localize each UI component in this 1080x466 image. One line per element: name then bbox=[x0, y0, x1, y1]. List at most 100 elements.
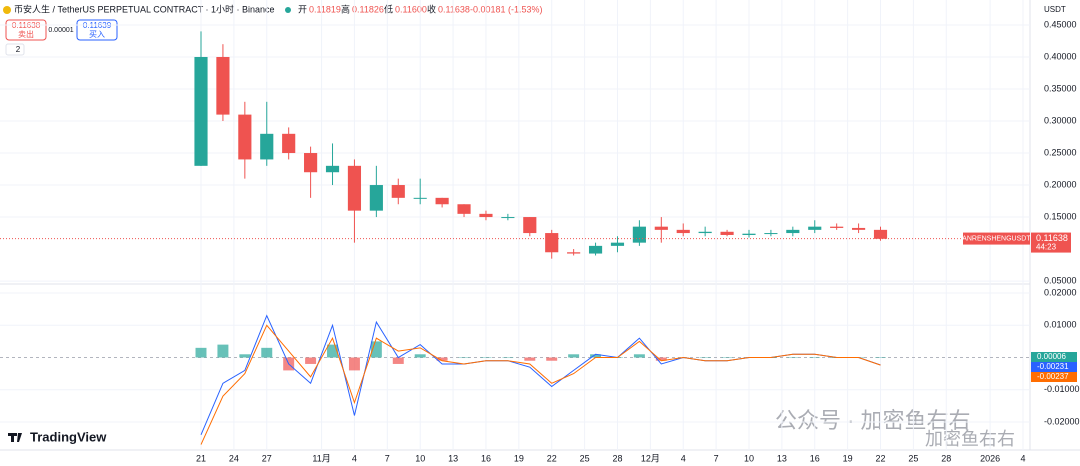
histogram-bar bbox=[524, 357, 536, 361]
ohlc-label: 低 bbox=[384, 3, 393, 14]
last-price-box bbox=[1031, 232, 1071, 253]
candle-body bbox=[764, 233, 778, 235]
histogram-bar bbox=[392, 357, 404, 364]
x-tick-label: 27 bbox=[262, 453, 272, 463]
histogram-bar bbox=[458, 357, 470, 359]
x-tick-label: 10 bbox=[415, 453, 425, 463]
histogram-bar bbox=[414, 354, 426, 358]
candle-body bbox=[479, 213, 493, 218]
y-tick-label: 0.35000 bbox=[1044, 83, 1077, 93]
candle-body bbox=[194, 56, 208, 166]
x-tick-label: 25 bbox=[580, 453, 590, 463]
currency[interactable]: USDT bbox=[1044, 5, 1066, 14]
symbol-tag-box bbox=[963, 232, 1030, 245]
y-tick-label: 0.25000 bbox=[1044, 147, 1077, 157]
candle-body bbox=[567, 252, 581, 254]
watermark: 加密鱼右右 bbox=[925, 429, 1015, 449]
y-tick-label: -0.02000 bbox=[1044, 416, 1080, 426]
macd-line bbox=[200, 324, 881, 445]
histogram-bar bbox=[655, 357, 667, 361]
x-tick-label: 12月 bbox=[641, 453, 660, 463]
candle-body bbox=[742, 233, 756, 235]
candle-body bbox=[698, 231, 712, 234]
histogram-bar bbox=[305, 357, 317, 364]
brand: TradingView bbox=[30, 429, 107, 444]
ohlc-label: 开 bbox=[298, 4, 307, 14]
x-tick-label: 28 bbox=[941, 453, 951, 463]
last-price-label: 0.11638 bbox=[1036, 233, 1068, 243]
change: -0.00181 (-1.53%) bbox=[470, 4, 543, 14]
histogram-bar bbox=[348, 357, 360, 371]
candle-body bbox=[325, 165, 340, 173]
value-box bbox=[1031, 372, 1077, 382]
y-tick-label: 0.40000 bbox=[1044, 51, 1077, 61]
series-last-label: -0.00231 bbox=[1037, 362, 1069, 371]
indicator-count[interactable]: 2 bbox=[16, 45, 21, 54]
y-tick-label: 0.30000 bbox=[1044, 115, 1077, 125]
sell-label[interactable]: 卖出 bbox=[18, 29, 34, 39]
x-tick-label: 28 bbox=[612, 453, 622, 463]
candle-body bbox=[304, 153, 318, 173]
histogram-bar bbox=[633, 354, 645, 358]
histogram-bar bbox=[195, 347, 207, 358]
x-tick-label: 13 bbox=[777, 453, 787, 463]
y-tick-label: 0.45000 bbox=[1044, 19, 1077, 29]
histogram-bar bbox=[436, 357, 448, 361]
x-tick-label: 4 bbox=[352, 453, 357, 463]
x-tick-label: 16 bbox=[481, 453, 491, 463]
symbol-icon bbox=[3, 6, 11, 14]
status-dot bbox=[285, 7, 291, 13]
buy-price[interactable]: 0.11639 bbox=[83, 21, 112, 30]
histogram-bar bbox=[875, 357, 886, 358]
ohlc-label: 高 bbox=[341, 3, 350, 14]
candle-body bbox=[588, 245, 603, 254]
candle-body bbox=[654, 226, 668, 230]
ohlc-value: 0.11826 bbox=[352, 4, 384, 14]
histogram-bar bbox=[721, 357, 733, 359]
candle-body bbox=[830, 226, 844, 228]
x-tick-label: 16 bbox=[810, 453, 820, 463]
sell-price[interactable]: 0.11638 bbox=[12, 21, 41, 30]
countdown: 44:23 bbox=[1036, 243, 1057, 252]
x-tick-label: 25 bbox=[908, 453, 918, 463]
candle-body bbox=[216, 56, 230, 115]
histogram-bar bbox=[327, 344, 338, 358]
x-tick-label: 7 bbox=[714, 453, 719, 463]
y-tick-label: 0.02000 bbox=[1044, 287, 1077, 297]
candle-body bbox=[369, 185, 383, 211]
symbol-tag: BIANRENSHENGUSDT.P bbox=[956, 235, 1037, 242]
candle-body bbox=[873, 229, 888, 239]
y-tick-label: 0.01000 bbox=[1044, 320, 1077, 330]
series-last-label: -0.00237 bbox=[1037, 372, 1069, 381]
brand-logo bbox=[8, 433, 22, 442]
histogram-bar bbox=[699, 357, 711, 359]
candle-body bbox=[413, 197, 427, 199]
histogram-bar bbox=[217, 344, 229, 358]
ohlc-value: 0.11638 bbox=[438, 4, 470, 14]
candle-body bbox=[238, 114, 252, 160]
x-tick-label: 4 bbox=[681, 453, 686, 463]
candle-body bbox=[720, 231, 734, 235]
histogram-bar bbox=[370, 341, 382, 358]
value-box bbox=[1031, 362, 1077, 372]
y-tick-label: 0.15000 bbox=[1044, 211, 1077, 221]
ohlc-value: 0.11819 bbox=[309, 4, 341, 14]
candle-body bbox=[676, 229, 690, 234]
histogram-bar bbox=[568, 354, 580, 358]
candle-body bbox=[260, 133, 274, 160]
histogram-bar bbox=[787, 357, 799, 359]
buy-label[interactable]: 买入 bbox=[89, 30, 105, 39]
candle-body bbox=[632, 226, 646, 243]
x-tick-label: 7 bbox=[385, 453, 390, 463]
candle-body bbox=[786, 229, 800, 234]
indicator-toggle[interactable] bbox=[5, 43, 25, 56]
candle-body bbox=[435, 197, 449, 205]
histogram-bar bbox=[590, 354, 602, 358]
symbol[interactable]: 币安人生 / TetherUS PERPETUAL CONTRACT · 1小时… bbox=[14, 3, 275, 14]
x-tick-label: 19 bbox=[514, 453, 524, 463]
spread: 0.00001 bbox=[48, 27, 73, 34]
x-tick-label: 2026 bbox=[980, 453, 1000, 463]
value-box bbox=[1031, 352, 1077, 362]
ohlc-label: 收 bbox=[427, 3, 436, 14]
